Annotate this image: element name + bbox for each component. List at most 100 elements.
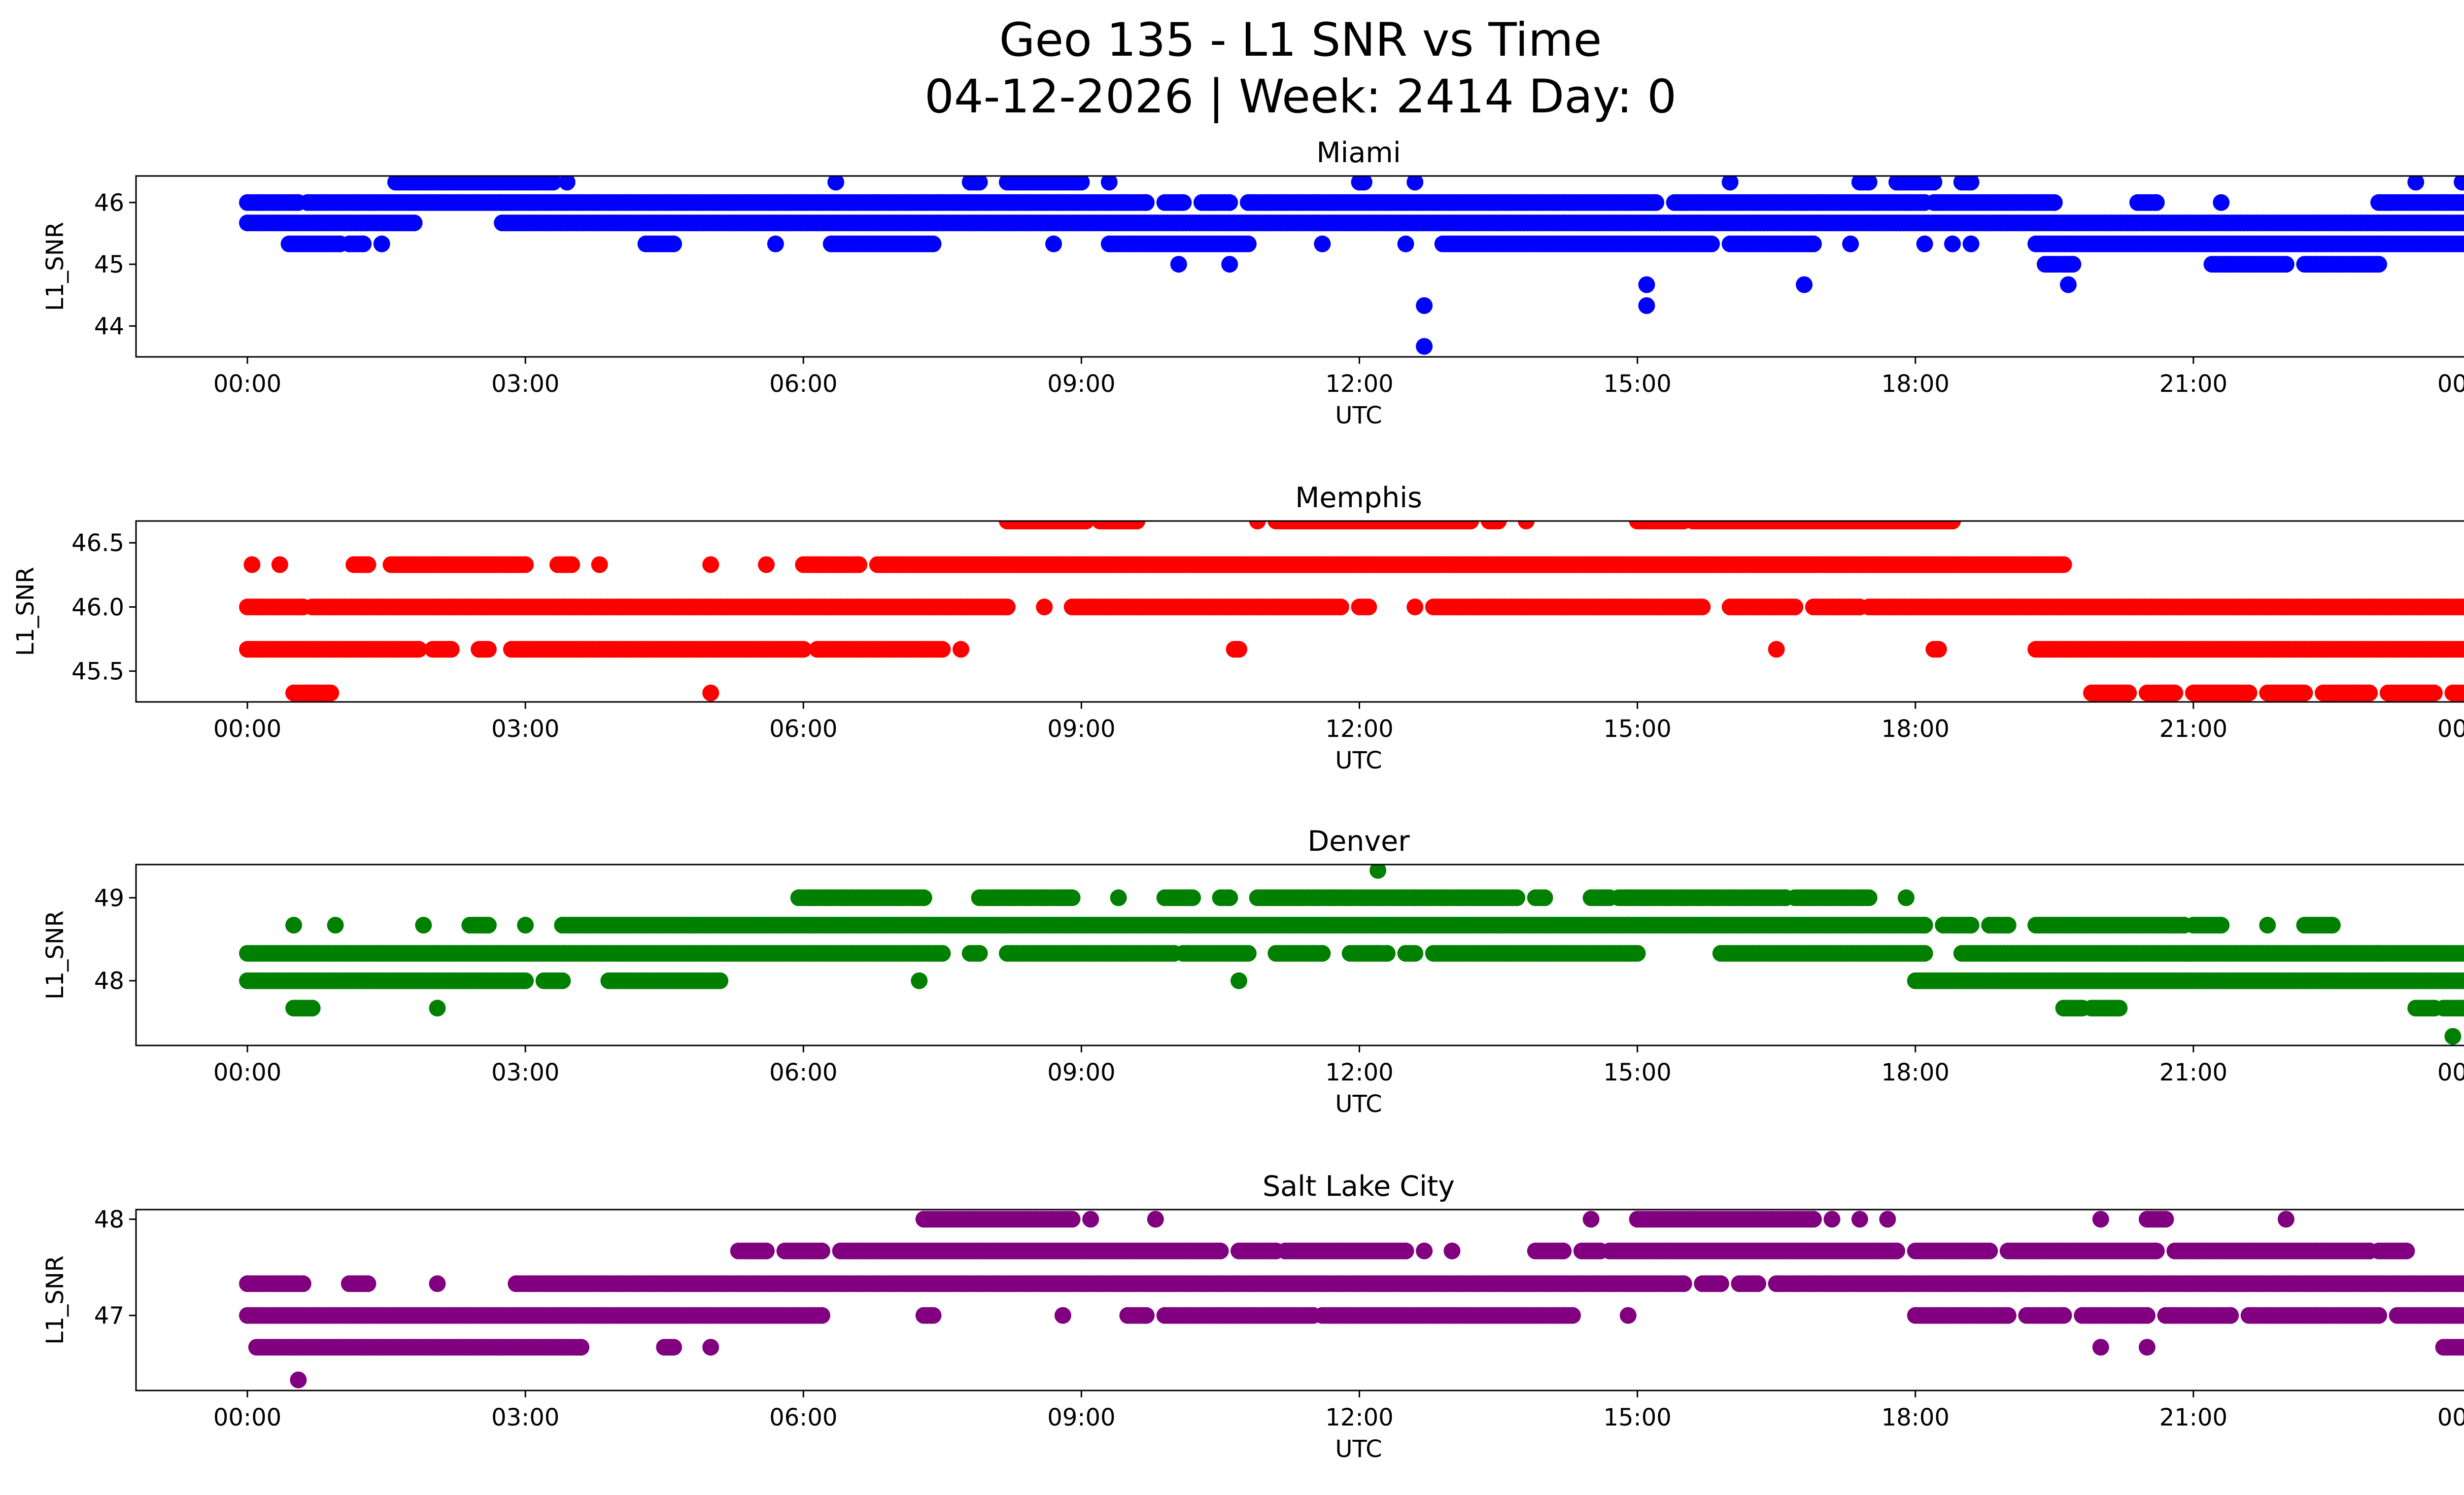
x-tick-label: 15:00 [1603,370,1671,398]
data-point [1221,889,1238,906]
data-point [1638,276,1655,293]
data-point [2277,256,2294,273]
data-point [971,176,988,191]
data-point [1629,945,1646,962]
data-point [665,235,682,252]
data-point [1508,889,1526,906]
data-point [2240,684,2258,701]
data-point [1406,598,1424,616]
x-tick-label: 15:00 [1603,715,1671,743]
subplot-title: Miami [1316,137,1401,169]
data-point [2460,176,2464,189]
data-point [1221,194,1238,211]
y-tick-label: 46.0 [71,593,124,621]
data-point [1930,641,1947,658]
data-point [1416,297,1433,314]
data-point [1999,916,2017,934]
x-tick-label: 00:00 [213,715,281,743]
data-point [1231,641,1247,658]
data-point [2213,194,2230,211]
data-point [1796,276,1813,293]
y-tick-label: 45.5 [71,658,124,686]
scatter-points [239,521,2464,701]
figure-title-line1: Geo 135 - L1 SNR vs Time [999,13,1602,67]
data-point [1897,889,1915,906]
data-point [1314,945,1331,962]
data-point [563,556,581,573]
figure-title-line2: 04-12-2026 | Week: 2414 Day: 0 [924,70,1677,124]
data-point [1036,598,1053,616]
x-tick-label: 06:00 [769,715,837,743]
x-axis-label: UTC [1335,747,1382,774]
y-axis-label: L1_SNR [41,222,69,311]
data-point [1355,176,1372,191]
subplot-title: Memphis [1295,482,1422,514]
data-point [558,176,576,191]
data-point [934,641,951,658]
x-tick-label: 21:00 [2159,715,2227,743]
data-point [1406,945,1424,962]
data-point [702,556,719,573]
data-point [1221,256,1238,273]
data-point [1314,235,1331,252]
data-point [406,214,423,232]
data-point [1786,598,1804,616]
data-point [2361,684,2378,701]
data-point [2046,194,2063,211]
data-point [1073,176,1090,191]
data-point [1703,235,1720,252]
data-point [2055,556,2072,573]
x-tick-label: 03:00 [491,715,559,743]
data-point [767,235,784,252]
data-point [373,235,390,252]
data-point [545,176,562,191]
data-point [758,556,775,573]
data-point [355,235,372,252]
data-point [2461,600,2464,614]
data-point [479,916,497,934]
data-point [1462,521,1479,529]
data-point [934,945,951,962]
data-point [1406,176,1424,191]
x-tick-label: 00:00 [2437,715,2464,743]
data-point [1944,235,1961,252]
x-axis-label: UTC [1335,402,1382,429]
data-point [2459,945,2464,961]
data-point [1063,889,1081,906]
data-point [1944,521,1961,529]
data-point [1100,176,1118,191]
x-tick-label: 09:00 [1047,370,1115,398]
data-point [998,598,1016,616]
data-point [1360,598,1377,616]
x-tick-label: 00:00 [213,370,281,398]
data-point [1536,889,1553,906]
data-point [271,556,288,573]
data-point [479,641,497,658]
scatter-points [239,176,2464,355]
data-point [2064,256,2082,273]
data-point [1175,194,1192,211]
data-point [1369,865,1387,879]
data-point [1860,889,1878,906]
data-point [1916,235,1933,252]
data-point [1768,641,1785,658]
data-point [1860,176,1878,191]
y-tick-label: 46 [94,189,124,217]
data-point [915,889,932,906]
data-point [1925,176,1943,191]
data-point [924,235,942,252]
data-point [851,556,868,573]
x-tick-label: 18:00 [1882,370,1950,398]
y-tick-label: 44 [94,313,124,340]
data-point [517,556,534,573]
data-point [795,641,812,658]
data-point [1805,235,1822,252]
scatter-points [239,865,2464,1045]
data-point [1110,889,1127,906]
data-point [1916,916,1933,934]
data-point [285,916,302,934]
data-point [2459,236,2464,252]
data-point [2426,684,2443,701]
x-tick-label: 00:00 [2437,370,2464,398]
